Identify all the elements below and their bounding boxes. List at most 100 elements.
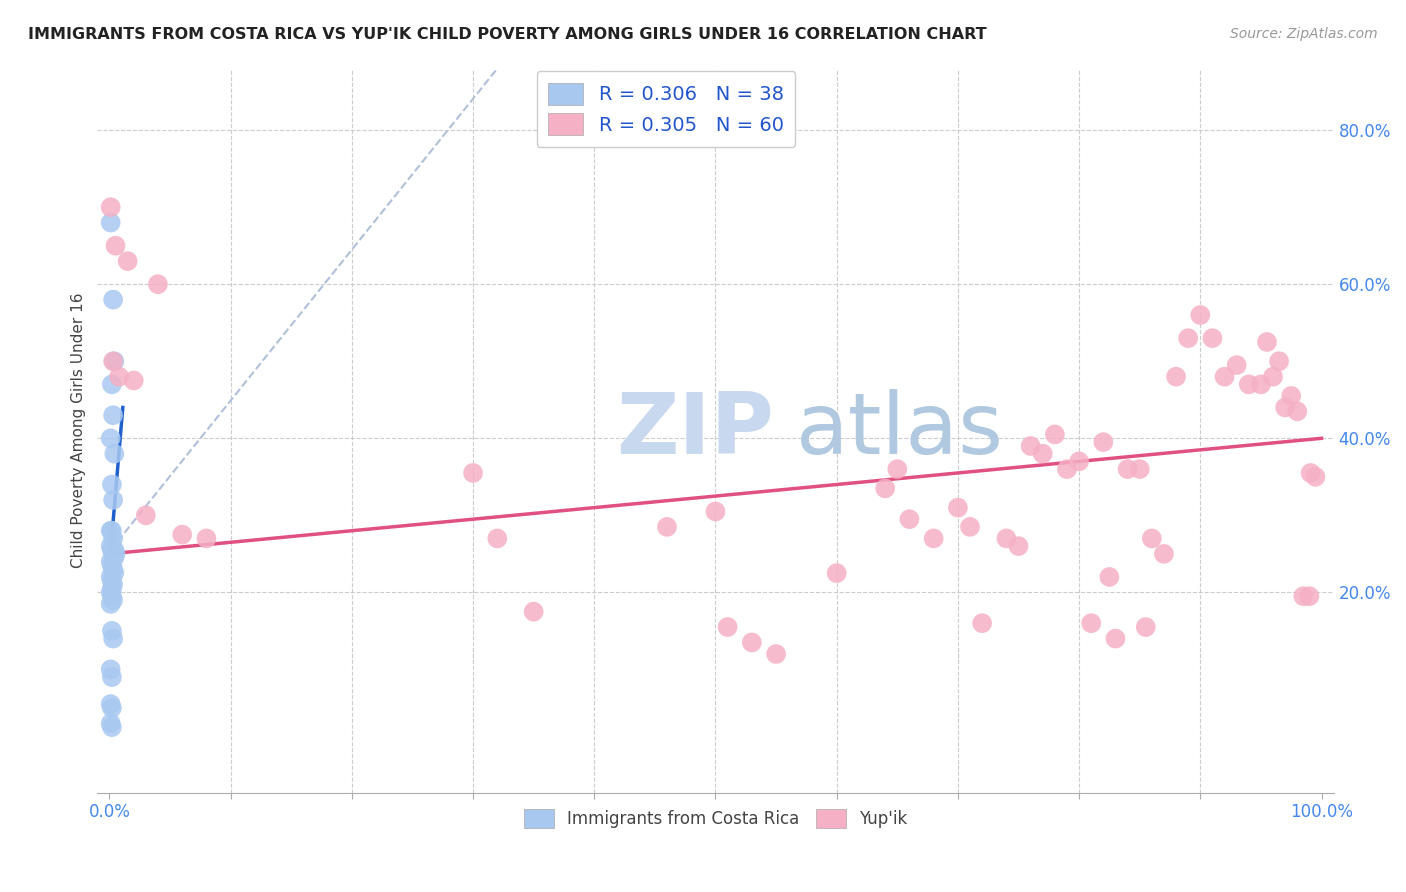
- Point: [1098, 570, 1121, 584]
- Point: [122, 374, 145, 388]
- Point: [101, 577, 124, 591]
- Point: [704, 504, 727, 518]
- Point: [1104, 632, 1126, 646]
- Point: [101, 558, 124, 573]
- Point: [1129, 462, 1152, 476]
- Point: [1292, 589, 1315, 603]
- Point: [103, 447, 125, 461]
- Point: [146, 277, 169, 292]
- Point: [101, 593, 124, 607]
- Point: [101, 574, 124, 588]
- Point: [101, 293, 124, 307]
- Point: [1135, 620, 1157, 634]
- Point: [172, 527, 194, 541]
- Legend: Immigrants from Costa Rica, Yup'ik: Immigrants from Costa Rica, Yup'ik: [517, 803, 914, 835]
- Point: [100, 570, 122, 584]
- Point: [1226, 358, 1249, 372]
- Point: [1140, 532, 1163, 546]
- Y-axis label: Child Poverty Among Girls Under 16: Child Poverty Among Girls Under 16: [72, 293, 86, 568]
- Point: [995, 532, 1018, 546]
- Point: [1201, 331, 1223, 345]
- Point: [101, 701, 124, 715]
- Point: [195, 532, 218, 546]
- Point: [1250, 377, 1272, 392]
- Point: [655, 520, 678, 534]
- Point: [1256, 334, 1278, 349]
- Point: [1286, 404, 1309, 418]
- Point: [100, 216, 122, 230]
- Point: [101, 408, 124, 422]
- Point: [1080, 616, 1102, 631]
- Point: [103, 566, 125, 580]
- Point: [101, 477, 124, 491]
- Point: [741, 635, 763, 649]
- Point: [486, 532, 509, 546]
- Point: [1032, 447, 1054, 461]
- Point: [959, 520, 981, 534]
- Point: [1213, 369, 1236, 384]
- Point: [898, 512, 921, 526]
- Point: [100, 524, 122, 538]
- Point: [1177, 331, 1199, 345]
- Point: [1092, 435, 1115, 450]
- Point: [135, 508, 157, 523]
- Point: [101, 492, 124, 507]
- Point: [765, 647, 787, 661]
- Point: [717, 620, 740, 634]
- Point: [1279, 389, 1302, 403]
- Point: [1116, 462, 1139, 476]
- Point: [1189, 308, 1212, 322]
- Point: [100, 662, 122, 676]
- Point: [875, 481, 897, 495]
- Point: [101, 562, 124, 576]
- Point: [1268, 354, 1291, 368]
- Point: [100, 697, 122, 711]
- Point: [101, 582, 124, 596]
- Text: atlas: atlas: [796, 389, 1004, 472]
- Point: [101, 354, 124, 368]
- Point: [103, 550, 125, 565]
- Point: [104, 238, 127, 252]
- Point: [101, 532, 124, 546]
- Point: [1298, 589, 1320, 603]
- Point: [1305, 470, 1327, 484]
- Point: [100, 431, 122, 445]
- Point: [101, 624, 124, 638]
- Point: [101, 670, 124, 684]
- Point: [100, 200, 122, 214]
- Point: [922, 532, 945, 546]
- Point: [1153, 547, 1175, 561]
- Point: [461, 466, 484, 480]
- Text: ZIP: ZIP: [617, 389, 775, 472]
- Point: [100, 539, 122, 553]
- Point: [103, 543, 125, 558]
- Point: [1007, 539, 1029, 553]
- Point: [1299, 466, 1322, 480]
- Text: IMMIGRANTS FROM COSTA RICA VS YUP'IK CHILD POVERTY AMONG GIRLS UNDER 16 CORRELAT: IMMIGRANTS FROM COSTA RICA VS YUP'IK CHI…: [28, 27, 987, 42]
- Point: [1069, 454, 1091, 468]
- Point: [825, 566, 848, 580]
- Point: [108, 369, 131, 384]
- Point: [101, 377, 124, 392]
- Point: [1019, 439, 1042, 453]
- Point: [1237, 377, 1260, 392]
- Point: [100, 716, 122, 731]
- Point: [101, 547, 124, 561]
- Point: [523, 605, 546, 619]
- Point: [104, 547, 127, 561]
- Point: [101, 524, 124, 538]
- Point: [101, 543, 124, 558]
- Point: [100, 597, 122, 611]
- Point: [1261, 369, 1284, 384]
- Point: [1043, 427, 1066, 442]
- Point: [117, 254, 139, 268]
- Point: [972, 616, 994, 631]
- Text: Source: ZipAtlas.com: Source: ZipAtlas.com: [1230, 27, 1378, 41]
- Point: [886, 462, 908, 476]
- Point: [1056, 462, 1078, 476]
- Point: [100, 555, 122, 569]
- Point: [101, 589, 124, 603]
- Point: [100, 585, 122, 599]
- Point: [946, 500, 969, 515]
- Point: [1274, 401, 1296, 415]
